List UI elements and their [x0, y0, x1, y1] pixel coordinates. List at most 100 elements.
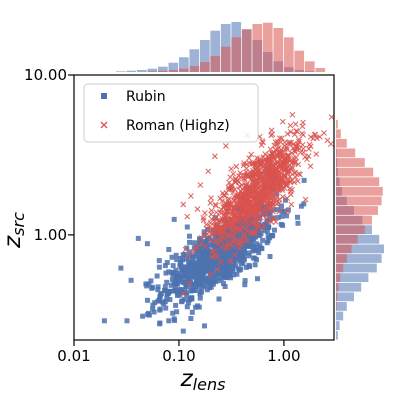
roman-point [180, 201, 187, 208]
rubin-point [279, 203, 284, 209]
rubin-point [207, 257, 213, 263]
rubin-point [196, 240, 202, 246]
right-hist-bar-rubin [336, 321, 340, 330]
rubin-point [203, 276, 209, 282]
roman-point [227, 258, 234, 265]
right-hist-bar-roman [336, 292, 338, 302]
roman-point [263, 187, 270, 194]
roman-point [223, 143, 229, 149]
rubin-point [265, 238, 271, 244]
roman-point [258, 198, 264, 204]
roman-point [185, 252, 192, 259]
rubin-point [215, 271, 221, 277]
roman-point [182, 246, 189, 253]
rubin-point [214, 263, 220, 269]
top-hist-bar-rubin [116, 71, 126, 72]
rubin-point [301, 177, 307, 183]
rubin-point [150, 306, 156, 312]
roman-point [236, 245, 242, 252]
rubin-point [197, 255, 203, 260]
roman-point [252, 167, 259, 174]
roman-point [246, 222, 253, 229]
roman-point [186, 280, 193, 287]
rubin-point [150, 284, 155, 290]
roman-point [198, 240, 205, 246]
rubin-point [176, 273, 182, 279]
roman-point [240, 203, 247, 209]
rubin-point [245, 236, 251, 241]
roman-point [207, 237, 214, 244]
y-tick-label: 1.00 [34, 226, 67, 244]
top-hist-bar-roman [294, 50, 305, 72]
rubin-point [168, 282, 174, 288]
rubin-point [203, 268, 209, 274]
rubin-point [174, 257, 180, 263]
x-tick-label: 0.01 [57, 347, 90, 365]
roman-point [211, 230, 218, 237]
rubin-point [191, 240, 197, 246]
roman-point [213, 202, 219, 209]
rubin-point [200, 262, 206, 267]
rubin-point [160, 299, 166, 305]
rubin-point [145, 297, 150, 303]
x-tick-label: 0.10 [162, 347, 195, 365]
roman-point [228, 166, 235, 172]
roman-point [274, 166, 281, 172]
rubin-point [274, 191, 280, 197]
roman-point [215, 228, 222, 235]
rubin-point [236, 266, 242, 272]
rubin-point [223, 268, 229, 274]
right-hist-bar-roman [336, 177, 380, 187]
top-hist-bar-rubin [158, 66, 168, 72]
roman-point [293, 154, 300, 161]
roman-point [243, 195, 249, 202]
rubin-point [171, 280, 177, 286]
right-hist-bar-roman [336, 254, 347, 263]
right-hist-bar-roman [336, 158, 365, 167]
rubin-point [272, 227, 277, 233]
roman-point [193, 244, 199, 250]
roman-point [259, 176, 266, 182]
rubin-point [197, 279, 203, 285]
rubin-point [209, 279, 215, 285]
roman-point [260, 209, 266, 215]
roman-point [281, 165, 288, 172]
rubin-point [186, 265, 191, 271]
roman-point [284, 153, 291, 160]
right-hist-bar-roman [336, 138, 347, 148]
roman-point [262, 204, 268, 211]
roman-point [276, 208, 283, 215]
x-axis-label: zlens [180, 366, 226, 394]
top-hist-bar-rubin [137, 70, 147, 72]
rubin-point [189, 288, 195, 294]
roman-point [245, 214, 252, 221]
roman-point [248, 228, 255, 235]
roman-point [311, 131, 318, 138]
rubin-point [135, 235, 141, 241]
rubin-point [246, 253, 252, 259]
roman-point [268, 219, 275, 226]
roman-point [287, 122, 294, 129]
rubin-point [171, 270, 177, 276]
roman-point [226, 201, 233, 208]
rubin-point [237, 230, 243, 236]
y-axis-label-sub: src [9, 212, 28, 236]
roman-point [229, 221, 236, 228]
roman-point [275, 169, 282, 176]
roman-point [230, 243, 236, 250]
rubin-point [284, 213, 289, 219]
roman-point [253, 198, 259, 205]
roman-point [188, 193, 194, 199]
legend: Rubin Roman (Highz) [83, 83, 259, 143]
roman-point [266, 156, 273, 163]
roman-point [237, 170, 244, 176]
legend-marker-rubin [101, 93, 107, 99]
roman-point [274, 184, 281, 191]
roman-point [299, 123, 306, 130]
rubin-point [179, 298, 185, 304]
rubin-point [271, 207, 277, 213]
roman-point [294, 128, 301, 135]
y-axis-label: zsrc [0, 212, 28, 249]
roman-point [208, 211, 215, 218]
